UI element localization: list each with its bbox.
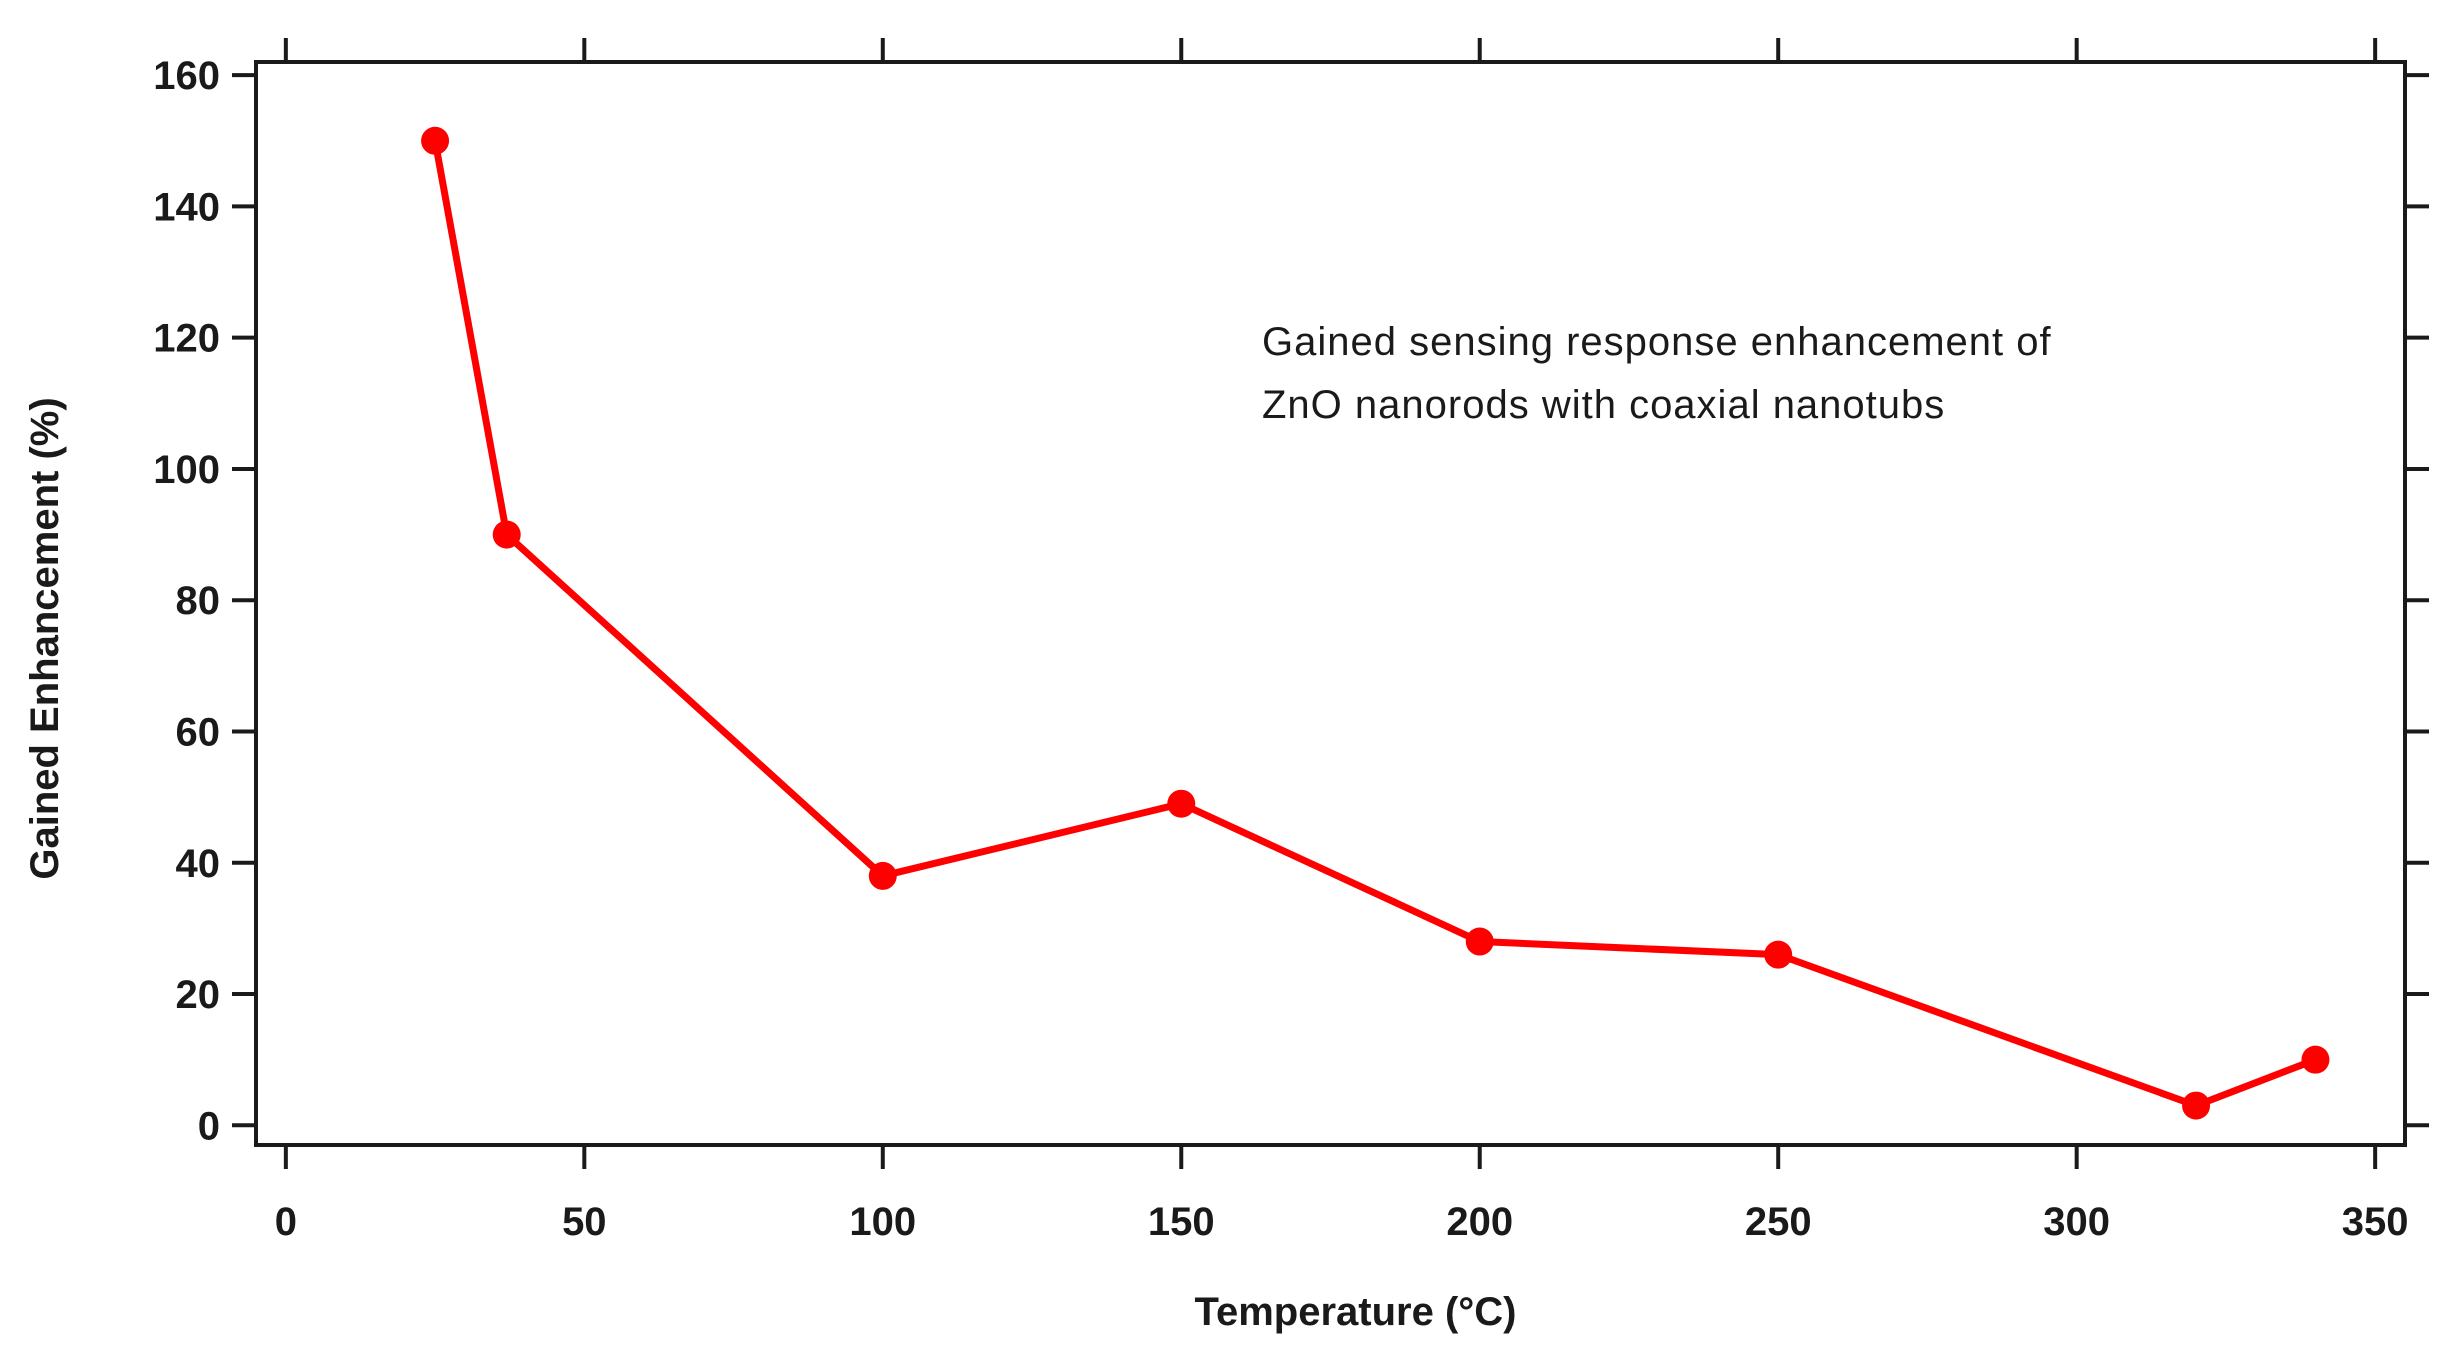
data-point (2182, 1091, 2211, 1120)
y-tick-label: 100 (153, 448, 220, 492)
y-tick-label: 120 (153, 317, 220, 361)
x-tick-label: 0 (275, 1200, 297, 1244)
y-axis-title: Gained Enhancement (%) (23, 397, 67, 879)
data-point (1465, 927, 1494, 956)
x-tick-label: 100 (849, 1200, 916, 1244)
plot-border (254, 60, 2407, 1147)
x-axis-ticks: 0 50 100 150 200 250 300 350 (275, 38, 2409, 1244)
x-tick-label: 150 (1148, 1200, 1215, 1244)
y-axis-ticks: 0 20 40 60 80 100 120 140 160 (153, 54, 2429, 1148)
annotation-line-2: ZnO nanorods with coaxial nanotubs (1262, 383, 1945, 427)
data-point (1167, 789, 1196, 818)
x-axis-title: Temperature (°C) (1195, 1290, 1517, 1334)
data-series (421, 126, 2330, 1120)
y-tick-label: 20 (176, 973, 221, 1017)
y-tick-label: 40 (176, 842, 221, 886)
annotation-line-1: Gained sensing response enhancement of (1262, 320, 2052, 364)
data-point (1764, 940, 1793, 969)
data-point (2301, 1045, 2330, 1074)
data-point (421, 126, 450, 155)
x-tick-label: 50 (562, 1200, 607, 1244)
series-line (431, 137, 2319, 1110)
data-point (492, 520, 521, 549)
y-tick-label: 60 (176, 710, 221, 754)
x-tick-label: 300 (2043, 1200, 2110, 1244)
y-tick-label: 140 (153, 185, 220, 229)
x-tick-label: 250 (1745, 1200, 1812, 1244)
y-tick-label: 160 (153, 54, 220, 98)
data-point (868, 861, 897, 890)
x-tick-label: 350 (2342, 1200, 2409, 1244)
y-tick-label: 0 (198, 1104, 220, 1148)
x-tick-label: 200 (1446, 1200, 1513, 1244)
plot-frame (254, 60, 2407, 1147)
y-tick-label: 80 (176, 579, 221, 623)
